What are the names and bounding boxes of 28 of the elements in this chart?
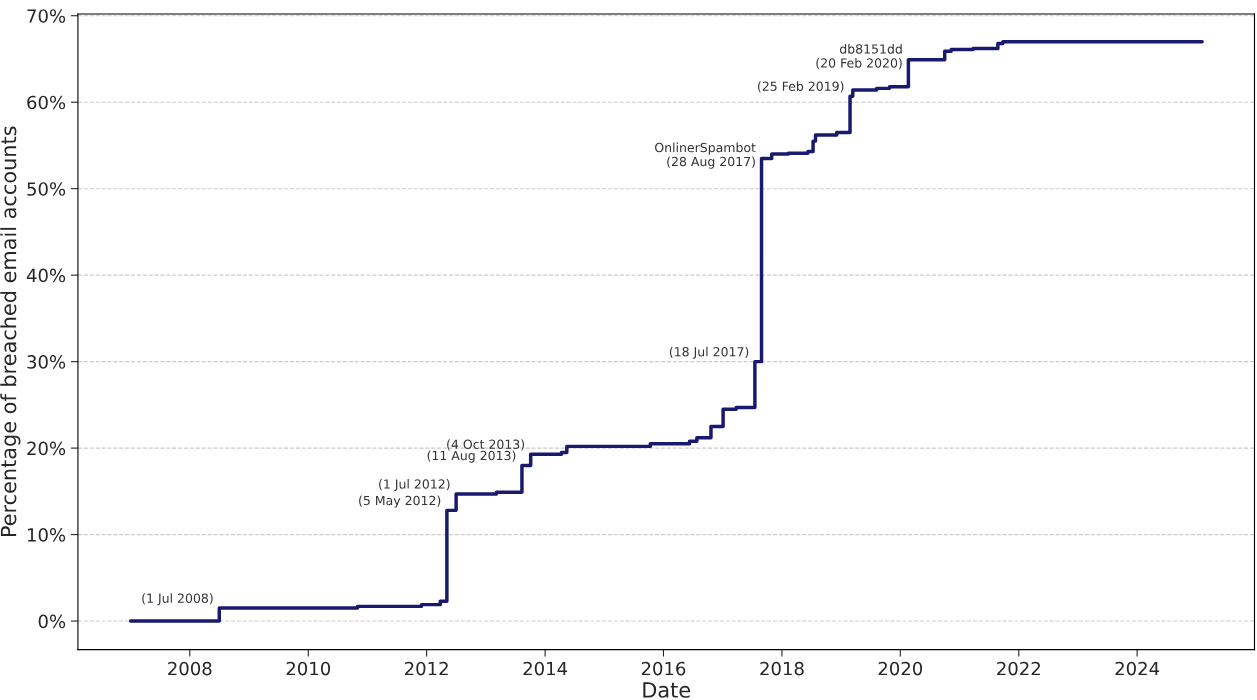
x-axis-title: Date <box>643 682 690 698</box>
x-tick-label: 2008 <box>168 661 212 676</box>
x-tick-label: 2018 <box>760 661 804 676</box>
x-tick-label: 2020 <box>878 661 923 676</box>
x-tick-label: 2022 <box>997 661 1040 676</box>
y-tick-label: 40% <box>26 268 66 283</box>
x-tick-label: 2010 <box>286 661 331 676</box>
annotation: (1 Jul 2008) <box>142 593 213 606</box>
x-tick-label: 2016 <box>641 661 686 676</box>
y-axis-title: Percentage of breached email accounts <box>0 126 21 537</box>
y-tick-label: 10% <box>27 528 66 542</box>
y-tick-label: 0% <box>38 614 66 629</box>
annotation: (1 Jul 2012) <box>379 479 450 492</box>
annotation: (11 Aug 2013) <box>427 450 516 463</box>
y-tick-label: 60% <box>27 95 66 110</box>
y-tick-label: 30% <box>27 355 66 369</box>
y-tick-label: 20% <box>27 441 66 456</box>
annotation: (5 May 2012) <box>359 495 441 508</box>
x-tick-label: 2012 <box>404 661 448 676</box>
y-tick-label: 50% <box>27 182 66 196</box>
annotation: (25 Feb 2019) <box>758 81 844 93</box>
x-tick-label: 2024 <box>1115 661 1160 676</box>
y-tick-label: 70% <box>27 9 66 23</box>
annotation: db8151dd (20 Feb 2020) <box>816 44 902 70</box>
annotation: OnlinerSpambot (28 Aug 2017) <box>655 142 756 169</box>
annotation: (4 Oct 2013) <box>447 439 525 451</box>
x-tick-label: 2014 <box>523 661 568 676</box>
annotation: (18 Jul 2017) <box>669 346 749 359</box>
